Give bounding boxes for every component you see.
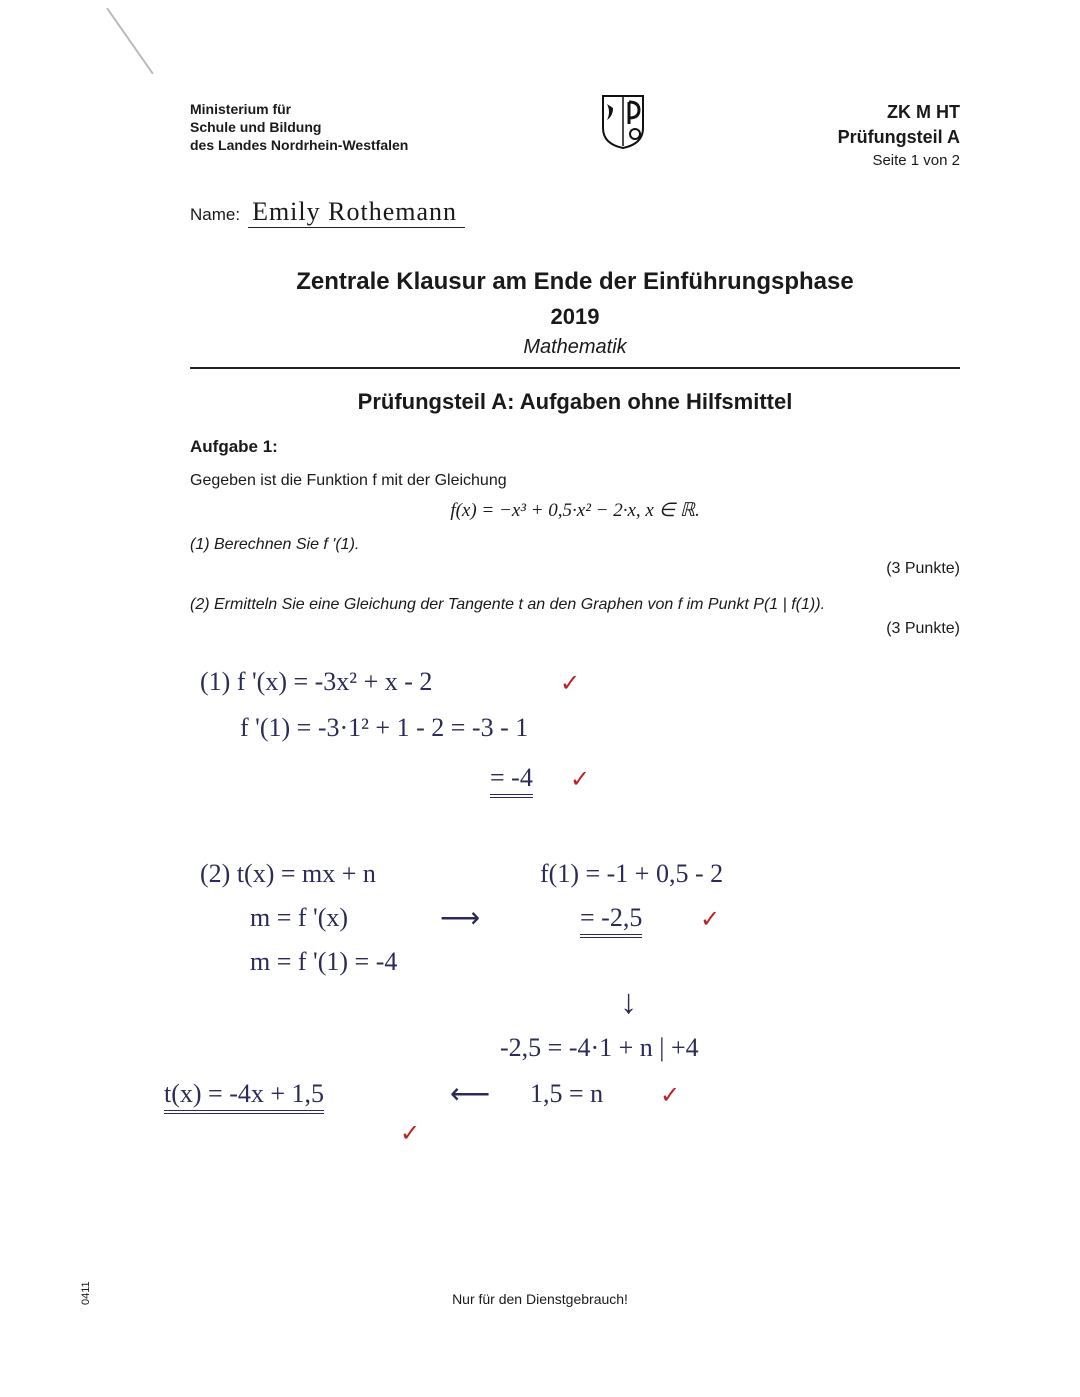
hw-part1-line2: f '(1) = -3·1² + 1 - 2 = -3 - 1	[240, 710, 528, 745]
hw-part1-line3: = -4	[490, 760, 533, 795]
hw-n-value: 1,5 = n	[530, 1076, 603, 1111]
check-icon: ✓	[700, 904, 720, 936]
name-label: Name:	[190, 205, 240, 225]
check-icon: ✓	[660, 1080, 680, 1112]
name-value: Emily Rothemann	[248, 197, 465, 228]
hw-result-1: = -4	[490, 763, 533, 798]
ministry-line2: Schule und Bildung	[190, 118, 408, 136]
hw-part2-line2c: = -2,5	[580, 900, 642, 935]
name-row: Name: Emily Rothemann	[190, 197, 960, 228]
header-right: ZK M HT Prüfungsteil A Seite 1 von 2	[838, 100, 960, 171]
page-number: Seite 1 von 2	[838, 150, 960, 171]
ministry-line1: Ministerium für	[190, 100, 408, 118]
hw-part2-line2a: m = f '(x)	[250, 900, 348, 935]
task-item-1-text: (1) Berechnen Sie f '(1).	[190, 536, 359, 553]
check-icon: ✓	[400, 1118, 420, 1150]
ministry-block: Ministerium für Schule und Bildung des L…	[190, 100, 408, 155]
arrow-right-icon: ⟶	[440, 900, 480, 938]
hw-part2-line1b: f(1) = -1 + 0,5 - 2	[540, 856, 723, 891]
task-intro: Gegeben ist die Funktion f mit der Gleic…	[190, 469, 960, 493]
exam-title: Zentrale Klausur am Ende der Einführungs…	[190, 268, 960, 296]
exam-page: Ministerium für Schule und Bildung des L…	[0, 0, 1080, 1397]
title-rule	[190, 367, 960, 369]
task-item-2: (2) Ermitteln Sie eine Gleichung der Tan…	[190, 596, 960, 614]
check-icon: ✓	[560, 668, 580, 700]
title-block: Zentrale Klausur am Ende der Einführungs…	[190, 268, 960, 359]
arrow-down-icon: ↓	[620, 980, 637, 1026]
exam-part: Prüfungsteil A	[838, 125, 960, 150]
hw-part2-line3: m = f '(1) = -4	[250, 944, 397, 979]
task-item-1: (1) Berechnen Sie f '(1).	[190, 536, 960, 554]
hw-final-tangent: t(x) = -4x + 1,5	[164, 1076, 324, 1111]
task-formula: f(x) = −x³ + 0,5·x² − 2·x, x ∈ ℝ.	[190, 499, 960, 522]
hw-part2-line1a: (2) t(x) = mx + n	[200, 856, 376, 891]
task-points-1: (3 Punkte)	[190, 560, 960, 578]
exam-year: 2019	[190, 304, 960, 330]
nrw-crest-icon	[599, 94, 647, 150]
footer-note: Nur für den Dienstgebrauch!	[0, 1291, 1080, 1307]
hw-f1-value: = -2,5	[580, 903, 642, 938]
hw-part1-line1: (1) f '(x) = -3x² + x - 2	[200, 664, 432, 699]
header-row: Ministerium für Schule und Bildung des L…	[190, 100, 960, 171]
exam-subject: Mathematik	[190, 336, 960, 359]
ministry-line3: des Landes Nordrhein-Westfalen	[190, 136, 408, 154]
hw-part2-line4: -2,5 = -4·1 + n | +4	[500, 1030, 699, 1065]
section-title: Prüfungsteil A: Aufgaben ohne Hilfsmitte…	[190, 389, 960, 415]
check-icon: ✓	[570, 764, 590, 796]
arrow-left-icon: ⟵	[450, 1076, 490, 1114]
hw-tangent-eq: t(x) = -4x + 1,5	[164, 1079, 324, 1114]
scan-artifact	[106, 8, 154, 75]
task-heading: Aufgabe 1:	[190, 437, 960, 457]
exam-code: ZK M HT	[838, 100, 960, 125]
task-points-2: (3 Punkte)	[190, 620, 960, 638]
side-code: 0411	[80, 1281, 92, 1305]
